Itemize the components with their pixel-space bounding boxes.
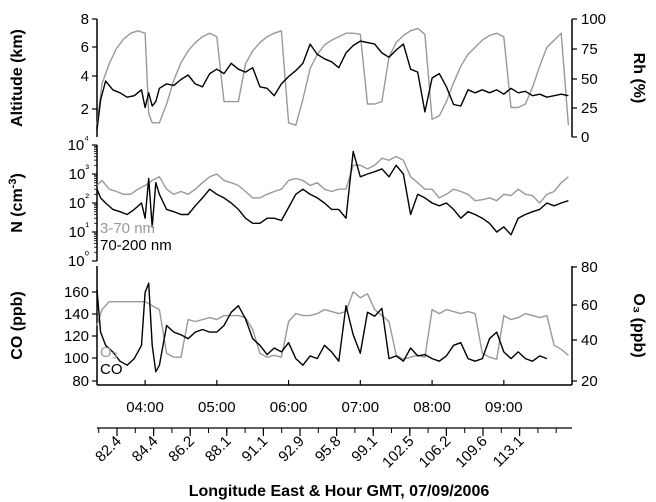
unit-close: ): [9, 173, 26, 178]
left-axis-title: N (cm-3): [7, 173, 26, 233]
longitude-tick-label: 86.2: [165, 433, 198, 466]
series-line-3-70-nm: [96, 155, 569, 204]
right-tick-label: 25: [581, 100, 598, 117]
left-tick-label: 10⁰: [68, 250, 90, 270]
tick-exponent: ³: [85, 163, 89, 175]
right-tick-label: 75: [581, 41, 598, 58]
tick-exponent: ²: [85, 192, 89, 204]
legend-entry: O₃: [100, 344, 118, 361]
longitude-tick-label: 82.4: [92, 433, 125, 466]
longitude-tick-label: 99.1: [348, 433, 381, 466]
left-tick-label: 4: [81, 68, 89, 85]
left-tick-label: 120: [64, 328, 89, 345]
longitude-tick-label: 95.8: [312, 433, 345, 466]
left-tick-label: 100: [64, 350, 89, 367]
right-axis-title: Rh (%): [630, 53, 647, 104]
x-axis-title: Longitude East & Hour GMT, 07/09/2006: [189, 483, 490, 500]
longitude-tick-label: 88.1: [202, 433, 235, 466]
legend-entry: CO: [100, 361, 123, 378]
left-axis-title: Altitude (km): [9, 29, 26, 127]
legend-entry: 70-200 nm: [100, 237, 172, 254]
shared-x-axis: 04:00 05:00 06:00 07:00 08:00 09:00 82.4 84.4 86…: [92, 380, 572, 471]
unit-exponent: -3: [7, 179, 19, 189]
left-axis-title: CO (ppb): [9, 291, 26, 359]
co-ozone-panel: 80 100 120 140 160 20 40 60 80 CO (ppb) O₃ (ppb) O₃…: [9, 259, 647, 390]
longitude-tick-label: 92.9: [275, 433, 308, 466]
longitude-tick-label: 91.1: [239, 433, 272, 466]
longitude-tick-label: 109.6: [452, 433, 491, 472]
left-tick-label: 10⁴: [68, 134, 90, 154]
right-tick-label: 40: [581, 332, 598, 349]
altitude-rh-panel: 2 4 6 8 0 25 50 75 100 Altitude (km) Rh (%): [9, 11, 647, 146]
longitude-tick-label: 113.1: [490, 433, 528, 471]
tick-exponent: ⁰: [85, 250, 90, 262]
left-tick-label: 140: [64, 306, 89, 323]
hour-tick-label: 09:00: [485, 399, 523, 416]
series-line-rh: [96, 27, 570, 126]
left-tick-label: 80: [72, 373, 89, 390]
longitude-tick-label: 84.4: [129, 433, 162, 466]
series-line-o-: [96, 291, 569, 360]
hour-tick-label: 04:00: [126, 399, 164, 416]
right-tick-label: 20: [581, 373, 598, 390]
longitude-tick-label: 102.5: [379, 433, 418, 472]
right-tick-label: 0: [581, 129, 589, 146]
left-tick-label: 160: [64, 284, 89, 301]
right-axis-title: O₃ (ppb): [630, 293, 647, 357]
left-tick-label: 6: [81, 39, 89, 56]
left-tick-label: 10²: [69, 192, 90, 212]
left-tick-label: 8: [81, 11, 89, 28]
hour-tick-label: 07:00: [342, 399, 380, 416]
tick-exponent: ¹: [85, 221, 89, 233]
series-line-70-200-nm: [96, 150, 569, 236]
right-tick-label: 50: [581, 71, 598, 88]
legend-entry: 3-70 nm: [100, 220, 155, 237]
left-tick-label: 10¹: [69, 221, 90, 241]
hour-tick-label: 06:00: [270, 399, 308, 416]
left-tick-label: 2: [81, 101, 89, 118]
hour-tick-label: 08:00: [413, 399, 451, 416]
longitude-tick-label: 106.2: [416, 433, 455, 472]
tick-exponent: ⁴: [84, 134, 89, 146]
hour-tick-label: 05:00: [198, 399, 236, 416]
right-tick-label: 60: [581, 297, 598, 314]
left-tick-label: 10³: [69, 163, 90, 183]
right-tick-label: 100: [581, 11, 606, 28]
right-tick-label: 80: [581, 259, 598, 276]
series-line-co: [96, 282, 548, 373]
series-line-altitude: [96, 40, 569, 130]
